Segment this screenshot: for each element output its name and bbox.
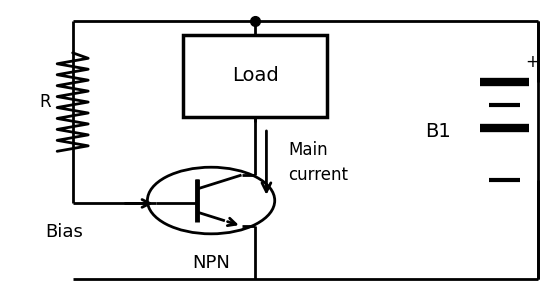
- Text: R: R: [39, 93, 51, 111]
- Text: B1: B1: [425, 122, 451, 141]
- Text: Main
current: Main current: [289, 141, 349, 184]
- Bar: [183, 36, 327, 116]
- Text: Load: Load: [232, 66, 279, 86]
- Text: Bias: Bias: [45, 223, 83, 241]
- Text: +: +: [525, 52, 539, 70]
- Text: NPN: NPN: [192, 254, 230, 272]
